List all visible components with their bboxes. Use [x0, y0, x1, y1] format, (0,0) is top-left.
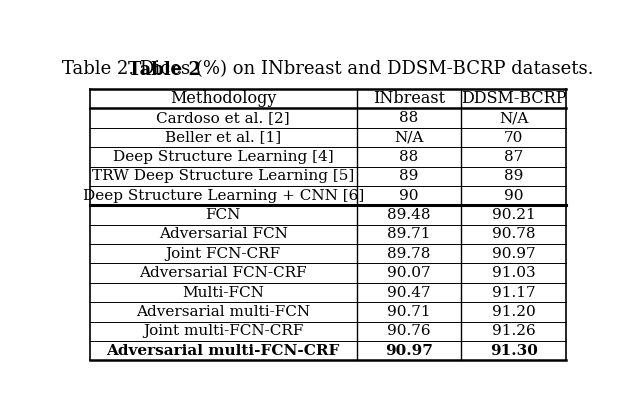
Text: Adversarial multi-FCN: Adversarial multi-FCN — [136, 305, 310, 319]
Text: DDSM-BCRP: DDSM-BCRP — [461, 90, 566, 107]
Text: 89.78: 89.78 — [387, 247, 431, 261]
Text: Table 2. Dices (%) on INbreast and DDSM-BCRP datasets.: Table 2. Dices (%) on INbreast and DDSM-… — [62, 61, 594, 79]
Text: INbreast: INbreast — [373, 90, 445, 107]
Text: 91.17: 91.17 — [492, 286, 536, 300]
Text: 90.97: 90.97 — [492, 247, 536, 261]
Text: 89: 89 — [399, 169, 419, 183]
Text: 91.03: 91.03 — [492, 266, 536, 280]
Text: Joint multi-FCN-CRF: Joint multi-FCN-CRF — [143, 324, 303, 338]
Text: Table 2: Table 2 — [128, 61, 201, 79]
Text: 90.71: 90.71 — [387, 305, 431, 319]
Text: Adversarial FCN-CRF: Adversarial FCN-CRF — [140, 266, 307, 280]
Text: 90: 90 — [504, 189, 524, 203]
Text: 90.47: 90.47 — [387, 286, 431, 300]
Text: 90.97: 90.97 — [385, 344, 433, 358]
Text: 89: 89 — [504, 169, 524, 183]
Text: Multi-FCN: Multi-FCN — [182, 286, 264, 300]
Text: 89.71: 89.71 — [387, 227, 431, 241]
Text: N/A: N/A — [499, 111, 529, 125]
Text: 70: 70 — [504, 131, 524, 145]
Text: Cardoso et al. [2]: Cardoso et al. [2] — [156, 111, 290, 125]
Text: TRW Deep Structure Learning [5]: TRW Deep Structure Learning [5] — [92, 169, 355, 183]
Text: 90.21: 90.21 — [492, 208, 536, 222]
Text: 91.20: 91.20 — [492, 305, 536, 319]
Text: 90.07: 90.07 — [387, 266, 431, 280]
Text: 90.78: 90.78 — [492, 227, 536, 241]
Text: 89.48: 89.48 — [387, 208, 431, 222]
Text: Methodology: Methodology — [170, 90, 276, 107]
Text: 90: 90 — [399, 189, 419, 203]
Text: Joint FCN-CRF: Joint FCN-CRF — [166, 247, 281, 261]
Text: FCN: FCN — [205, 208, 241, 222]
Text: Adversarial multi-FCN-CRF: Adversarial multi-FCN-CRF — [106, 344, 340, 358]
Text: Beller et al. [1]: Beller et al. [1] — [165, 131, 282, 145]
Text: 91.30: 91.30 — [490, 344, 538, 358]
Text: 87: 87 — [504, 150, 524, 164]
Text: Adversarial FCN: Adversarial FCN — [159, 227, 288, 241]
Text: 90.76: 90.76 — [387, 324, 431, 338]
Text: 91.26: 91.26 — [492, 324, 536, 338]
Text: Deep Structure Learning [4]: Deep Structure Learning [4] — [113, 150, 333, 164]
Text: N/A: N/A — [394, 131, 424, 145]
Text: 88: 88 — [399, 111, 419, 125]
Text: 88: 88 — [399, 150, 419, 164]
Text: Deep Structure Learning + CNN [6]: Deep Structure Learning + CNN [6] — [83, 189, 364, 203]
